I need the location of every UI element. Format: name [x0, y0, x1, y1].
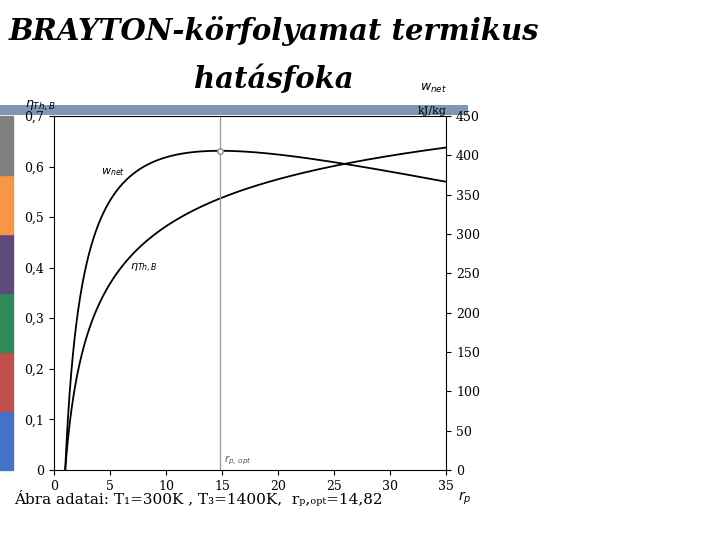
- Text: $\eta_{Th,B}$: $\eta_{Th,B}$: [24, 98, 55, 112]
- Text: BRAYTON-körfolyamat termikus: BRAYTON-körfolyamat termikus: [9, 16, 539, 46]
- Text: kJ/kg: kJ/kg: [418, 106, 446, 116]
- Text: Ábra adatai: T₁=300K , T₃=1400K,  rₚ,ₒₚₜ=14,82: Ábra adatai: T₁=300K , T₃=1400K, rₚ,ₒₚₜ=…: [14, 491, 383, 508]
- Text: $\eta_{Th,B}$: $\eta_{Th,B}$: [130, 262, 158, 275]
- Text: $r_{p,\,opt}$: $r_{p,\,opt}$: [223, 454, 251, 467]
- Text: $r_p$: $r_p$: [458, 489, 472, 507]
- Text: $w_{net}$: $w_{net}$: [101, 166, 125, 178]
- Text: hatásfoka: hatásfoka: [194, 65, 354, 94]
- Text: $w_{net}$: $w_{net}$: [420, 82, 446, 95]
